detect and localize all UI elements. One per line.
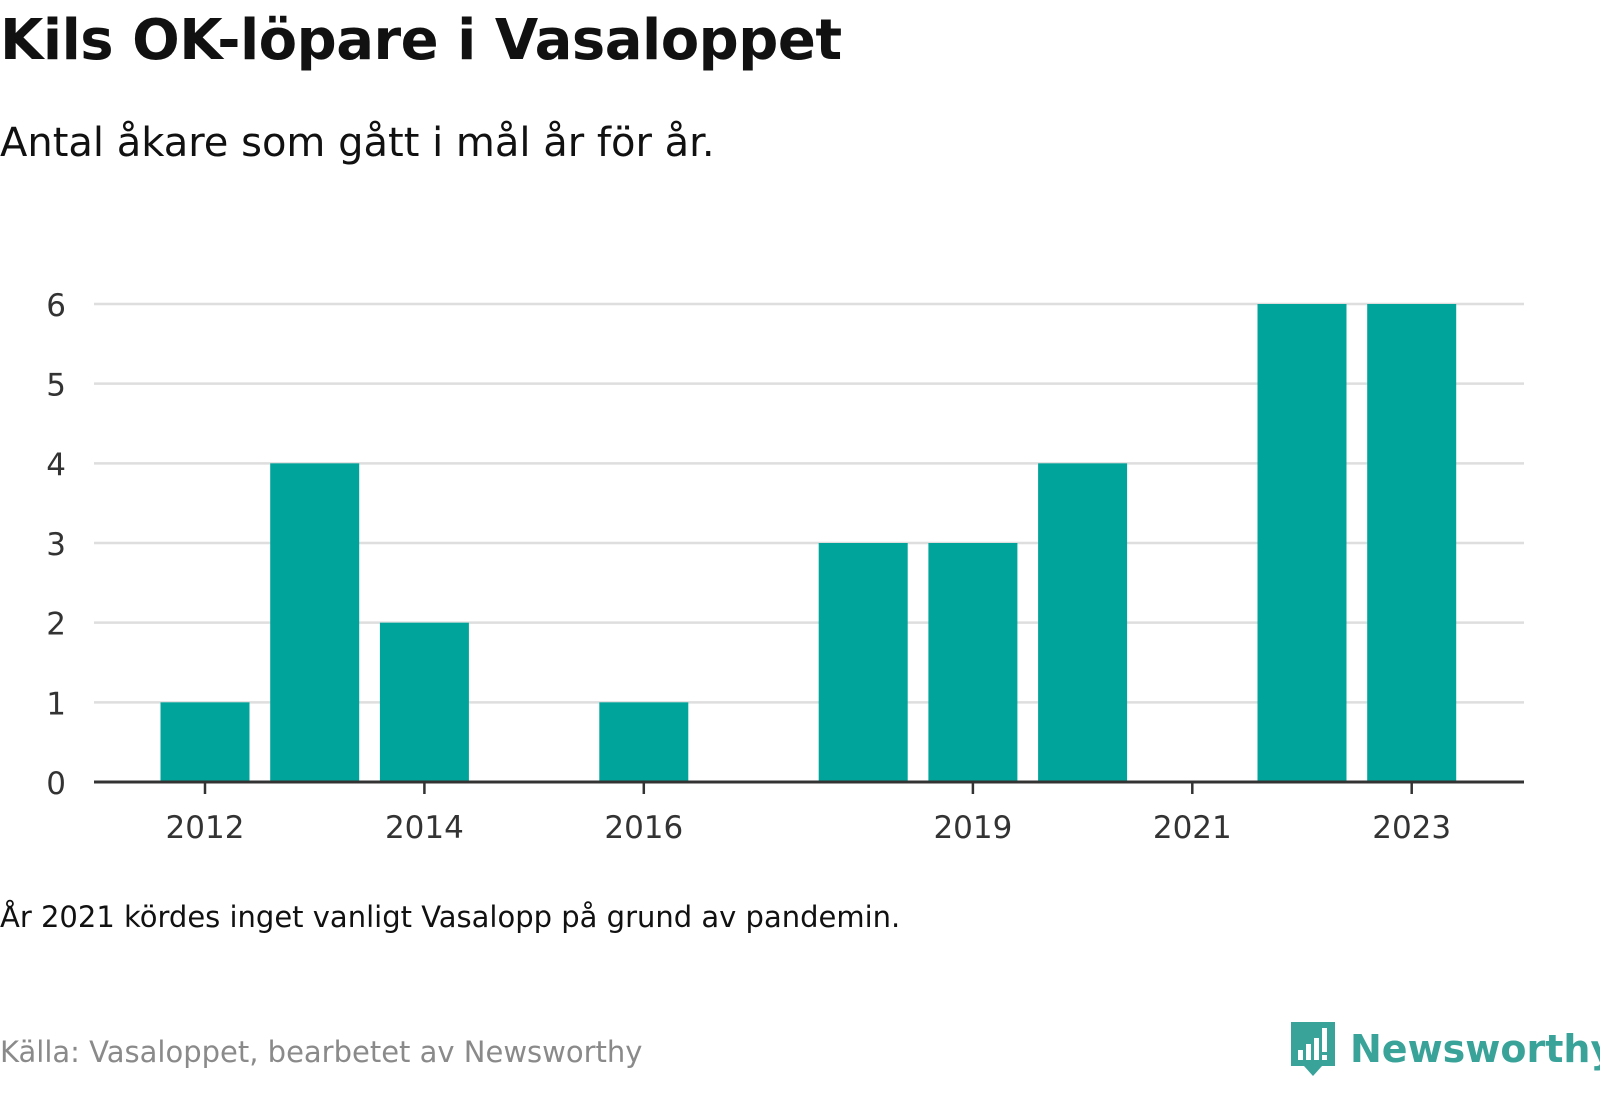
bar-2012	[160, 702, 250, 782]
newsworthy-logo: Newsworthy	[1288, 1020, 1600, 1078]
x-tick-label: 2023	[1372, 810, 1451, 846]
y-tick-label: 6	[46, 288, 66, 324]
bar-chart: 0 1 2 3 4 5 6 2012 2014 2016 2019 2021 2023	[46, 288, 1524, 846]
y-tick-label: 5	[46, 368, 66, 404]
x-tick-label: 2016	[604, 810, 683, 846]
bar-2020	[1038, 463, 1128, 782]
source-credit: Källa: Vasaloppet, bearbetet av Newswort…	[0, 1035, 643, 1069]
y-tick-label: 0	[46, 766, 66, 802]
chart-note: År 2021 kördes inget vanligt Vasalopp på…	[0, 900, 901, 934]
bar-2023	[1367, 304, 1457, 782]
bar-2018	[818, 543, 908, 782]
x-tick-label: 2014	[385, 810, 464, 846]
x-tick-label: 2021	[1153, 810, 1232, 846]
bar-2014	[379, 622, 469, 782]
y-tick-label: 2	[46, 607, 66, 643]
chart-title: Kils OK-löpare i Vasaloppet	[0, 8, 842, 73]
newsworthy-logo-icon	[1291, 1022, 1335, 1076]
bar-2016	[599, 702, 689, 782]
bar-2022	[1257, 304, 1347, 782]
chart-subtitle: Antal åkare som gått i mål år för år.	[0, 120, 715, 166]
bars	[160, 304, 1457, 782]
y-tick-label: 4	[46, 447, 66, 483]
bar-2019	[928, 543, 1018, 782]
y-tick-label: 3	[46, 527, 66, 563]
logo-text: Newsworthy	[1350, 1027, 1600, 1071]
y-tick-label: 1	[46, 686, 66, 722]
bar-2013	[270, 463, 360, 782]
x-tick-label: 2012	[166, 810, 245, 846]
x-tick-label: 2019	[933, 810, 1012, 846]
axes: 0 1 2 3 4 5 6 2012 2014 2016 2019 2021 2023	[46, 288, 1524, 846]
